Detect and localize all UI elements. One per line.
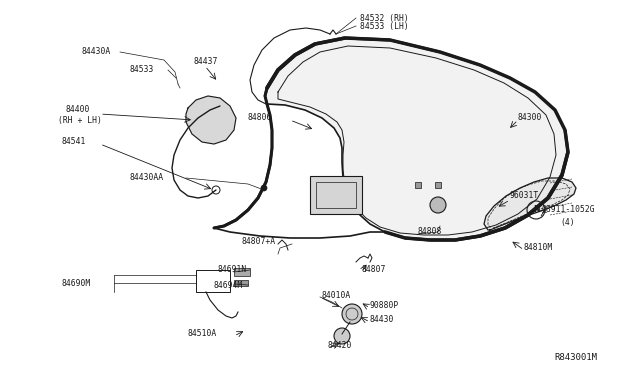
Text: N: N	[532, 205, 540, 215]
Polygon shape	[186, 96, 236, 144]
Bar	[316, 182, 356, 208]
Text: 84400: 84400	[65, 106, 90, 115]
Bar	[435, 182, 441, 188]
Text: 90880P: 90880P	[370, 301, 399, 311]
Bar	[234, 280, 248, 286]
Bar	[415, 182, 421, 188]
Text: 84420: 84420	[328, 341, 353, 350]
Polygon shape	[265, 38, 568, 240]
Text: 84810M: 84810M	[524, 244, 553, 253]
Text: 84010A: 84010A	[322, 291, 351, 299]
Text: 96031T: 96031T	[510, 192, 540, 201]
Bar	[310, 176, 362, 214]
Circle shape	[334, 328, 350, 344]
Text: 84541: 84541	[62, 138, 86, 147]
Text: 84532 (RH): 84532 (RH)	[360, 13, 409, 22]
Text: (RH + LH): (RH + LH)	[58, 115, 102, 125]
Circle shape	[261, 185, 267, 191]
Text: 84533 (LH): 84533 (LH)	[360, 22, 409, 31]
Text: 84808: 84808	[418, 228, 442, 237]
Text: 84807: 84807	[362, 266, 387, 275]
Bar	[234, 268, 250, 276]
Text: (4): (4)	[560, 218, 575, 227]
Circle shape	[430, 197, 446, 213]
Polygon shape	[484, 178, 576, 230]
Text: 84437: 84437	[193, 58, 218, 67]
Text: R843001M: R843001M	[554, 353, 597, 362]
Text: 84300: 84300	[518, 113, 542, 122]
Text: 84694M: 84694M	[214, 280, 243, 289]
Text: 84690M: 84690M	[62, 279, 92, 288]
Text: 84430: 84430	[370, 315, 394, 324]
Text: 84430AA: 84430AA	[130, 173, 164, 183]
Text: 84430A: 84430A	[82, 48, 111, 57]
Text: 08911-1052G: 08911-1052G	[542, 205, 596, 215]
Text: 84807+A: 84807+A	[242, 237, 276, 247]
Bar	[196, 270, 230, 292]
Text: 84533: 84533	[130, 65, 154, 74]
Text: 84691N: 84691N	[218, 266, 247, 275]
Text: 84510A: 84510A	[188, 330, 217, 339]
Text: 84806: 84806	[248, 113, 273, 122]
Circle shape	[342, 304, 362, 324]
